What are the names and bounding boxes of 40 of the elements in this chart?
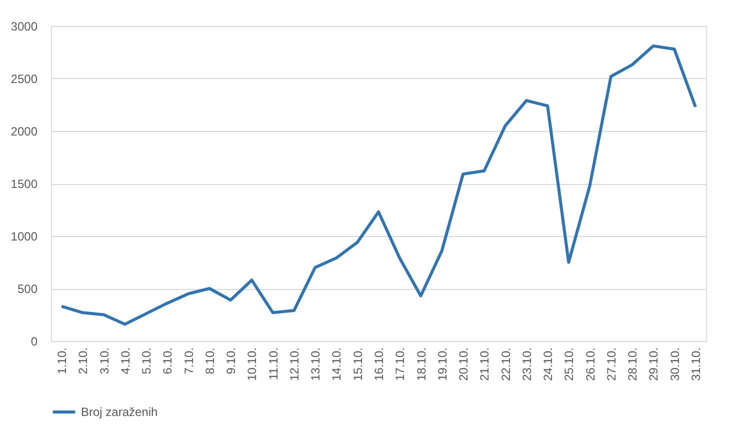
x-tick-label: 15.10. <box>350 348 365 381</box>
x-tick-label: 8.10. <box>202 348 217 374</box>
x-tick-label: 10.10. <box>245 348 260 381</box>
x-tick-label: 16.10. <box>372 348 386 381</box>
x-tick-label: 20.10. <box>456 348 471 381</box>
x-tick-label: 9.10. <box>224 348 238 374</box>
x-tick-label: 24.10. <box>541 348 556 381</box>
line-series <box>60 44 697 326</box>
x-tick-label: 2.10. <box>76 348 90 374</box>
x-tick-label: 17.10. <box>393 348 408 381</box>
x-tick-label: 30.10. <box>668 348 682 381</box>
x-tick-label: 12.10. <box>287 348 302 381</box>
y-tick-label: 2500 <box>10 72 38 86</box>
x-tick-label: 26.10. <box>583 348 598 381</box>
x-tick-label: 21.10. <box>478 348 492 381</box>
x-tick-label: 11.10. <box>266 348 280 380</box>
x-tick-label: 6.10. <box>160 348 175 374</box>
x-tick-label: 7.10. <box>182 348 196 374</box>
x-tick-label: 4.10. <box>118 348 132 374</box>
y-tick-label: 1500 <box>10 177 38 191</box>
y-tick-label: 3000 <box>10 20 38 34</box>
x-tick-label: 5.10. <box>140 348 154 374</box>
y-tick-label: 2000 <box>10 124 38 138</box>
y-tick-label: 1000 <box>10 230 38 244</box>
x-tick-label: 3.10. <box>97 348 112 374</box>
x-tick-label: 13.10. <box>308 348 323 381</box>
x-tick-label: 23.10. <box>520 348 534 381</box>
x-tick-label: 31.10. <box>688 348 703 381</box>
y-tick-label: 0 <box>30 334 38 348</box>
x-tick-label: 25.10. <box>562 348 576 381</box>
x-tick-label: 1.10. <box>55 348 70 374</box>
x-tick-label: 19.10. <box>435 348 450 381</box>
x-tick-label: 29.10. <box>646 348 661 381</box>
legend-label: Broj zaraženih <box>81 405 158 419</box>
x-tick-label: 27.10. <box>604 348 618 381</box>
y-tick-label: 500 <box>17 282 38 296</box>
x-tick-label: 18.10. <box>414 348 428 381</box>
x-tick-label: 28.10. <box>626 348 640 381</box>
x-tick-label: 22.10. <box>498 348 513 381</box>
x-tick-label: 14.10. <box>330 348 344 381</box>
